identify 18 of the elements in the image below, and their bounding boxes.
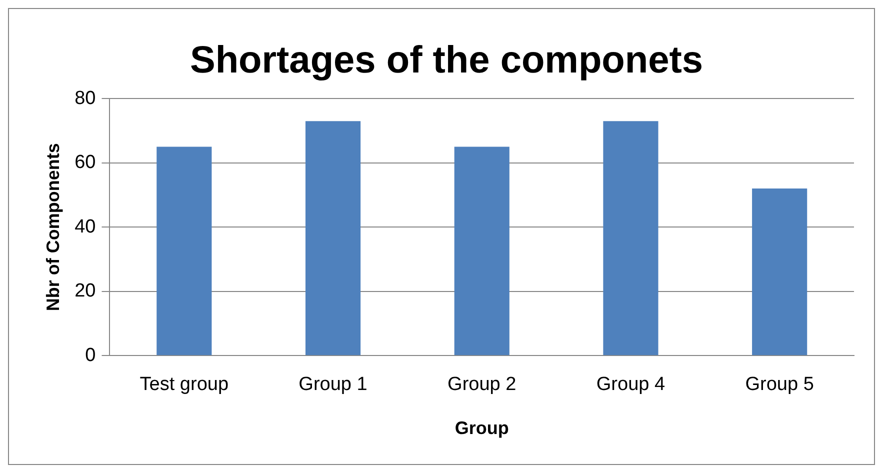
- x-tick-label: Group 1: [298, 374, 368, 396]
- bar: [454, 146, 510, 356]
- bar: [603, 121, 658, 356]
- x-tick-label: Test group: [140, 374, 229, 396]
- y-tick-label: 60: [74, 152, 96, 174]
- y-axis-title: Nbr of Components: [42, 143, 63, 312]
- x-tick-label: Group 2: [448, 374, 516, 396]
- bar: [752, 188, 808, 356]
- x-tick-label: Group 5: [745, 374, 814, 396]
- x-axis-title: Group: [454, 418, 509, 438]
- bar: [305, 121, 361, 356]
- y-tick-label: 80: [74, 88, 96, 109]
- chart-title: Shortages of the componets: [190, 39, 704, 82]
- bar: [156, 146, 212, 356]
- y-tick-label: 40: [74, 216, 96, 238]
- x-tick-label: Group 4: [596, 374, 666, 396]
- y-tick-label: 0: [85, 344, 96, 366]
- y-tick-label: 20: [74, 280, 96, 302]
